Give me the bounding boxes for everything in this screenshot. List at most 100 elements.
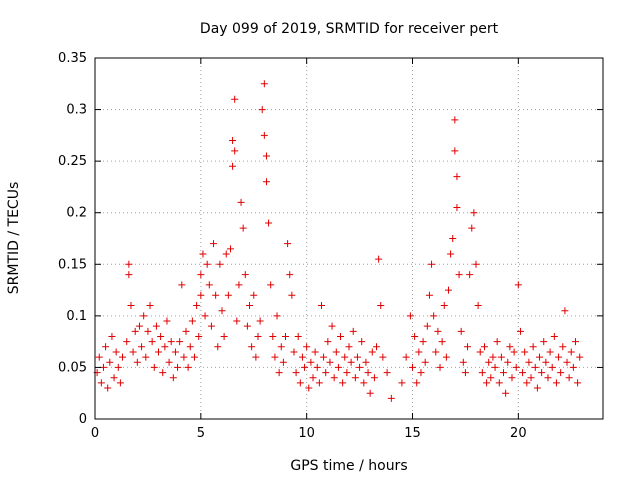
- data-point: [97, 379, 105, 387]
- data-point: [406, 312, 414, 320]
- data-point: [290, 348, 298, 356]
- data-point: [140, 312, 148, 320]
- data-point: [328, 322, 336, 330]
- data-point: [483, 379, 491, 387]
- data-point: [182, 327, 190, 335]
- x-tick-label: 10: [298, 426, 315, 441]
- data-point: [320, 353, 328, 361]
- data-point: [305, 384, 313, 392]
- data-point: [125, 271, 133, 279]
- x-tick-label: 5: [197, 426, 205, 441]
- y-tick-label: 0.2: [66, 206, 87, 221]
- data-point: [330, 374, 338, 382]
- data-point: [474, 302, 482, 310]
- data-point: [519, 369, 527, 377]
- data-point: [260, 80, 268, 88]
- data-point: [565, 374, 573, 382]
- data-point: [430, 312, 438, 320]
- data-point: [178, 281, 186, 289]
- data-point: [345, 343, 353, 351]
- data-point: [315, 379, 323, 387]
- data-point: [226, 245, 234, 253]
- data-point: [360, 379, 368, 387]
- data-point: [243, 322, 251, 330]
- data-point: [212, 291, 220, 299]
- data-point: [197, 291, 205, 299]
- data-point: [375, 255, 383, 263]
- data-point: [529, 343, 537, 351]
- data-point: [347, 358, 355, 366]
- data-point: [542, 358, 550, 366]
- data-point: [309, 374, 317, 382]
- data-point: [453, 173, 461, 181]
- data-point: [567, 348, 575, 356]
- data-point: [555, 353, 563, 361]
- data-point: [468, 224, 476, 232]
- data-point: [150, 363, 158, 371]
- grid: [95, 58, 603, 419]
- data-point: [142, 353, 150, 361]
- data-point: [123, 338, 131, 346]
- y-tick-label: 0: [79, 412, 87, 427]
- data-point: [167, 338, 175, 346]
- data-point: [571, 338, 579, 346]
- data-point: [464, 343, 472, 351]
- data-point: [379, 353, 387, 361]
- y-tick-label: 0.35: [58, 51, 87, 66]
- data-point: [495, 379, 503, 387]
- data-point: [322, 369, 330, 377]
- data-point: [461, 369, 469, 377]
- data-point: [99, 363, 107, 371]
- data-point: [256, 317, 264, 325]
- data-point: [241, 271, 249, 279]
- data-point: [569, 363, 577, 371]
- data-point: [222, 250, 230, 258]
- data-point: [155, 348, 162, 356]
- data-point: [273, 312, 281, 320]
- data-point: [284, 240, 292, 248]
- data-point: [451, 147, 459, 155]
- data-point: [349, 327, 357, 335]
- data-point: [559, 343, 567, 351]
- data-point: [353, 353, 361, 361]
- data-point: [447, 250, 455, 258]
- data-point: [478, 369, 486, 377]
- data-point: [324, 338, 332, 346]
- data-point: [286, 271, 294, 279]
- data-point: [387, 394, 395, 402]
- data-point: [229, 137, 237, 145]
- data-point: [334, 363, 342, 371]
- data-point: [235, 281, 243, 289]
- data-point: [548, 363, 556, 371]
- data-point: [205, 281, 213, 289]
- data-point: [224, 291, 232, 299]
- data-point: [237, 198, 245, 206]
- data-point: [538, 369, 546, 377]
- data-point: [366, 389, 374, 397]
- data-point: [546, 348, 554, 356]
- data-point: [574, 379, 582, 387]
- data-point: [195, 332, 203, 340]
- data-point: [250, 291, 258, 299]
- data-point: [438, 338, 446, 346]
- data-point: [254, 332, 262, 340]
- data-point: [311, 348, 319, 356]
- data-point: [116, 379, 124, 387]
- data-point: [260, 131, 268, 139]
- data-point: [197, 271, 205, 279]
- data-point: [557, 369, 565, 377]
- data-point: [544, 374, 552, 382]
- data-point: [171, 348, 179, 356]
- data-point: [487, 374, 495, 382]
- data-point: [313, 363, 321, 371]
- data-point: [370, 374, 378, 382]
- data-point: [425, 291, 433, 299]
- data-point: [292, 369, 300, 377]
- y-tick-label: 0.15: [58, 257, 87, 272]
- data-point: [301, 363, 309, 371]
- data-point: [337, 332, 345, 340]
- data-point: [383, 369, 391, 377]
- data-point: [262, 152, 270, 160]
- data-point: [106, 358, 114, 366]
- data-point: [373, 343, 381, 351]
